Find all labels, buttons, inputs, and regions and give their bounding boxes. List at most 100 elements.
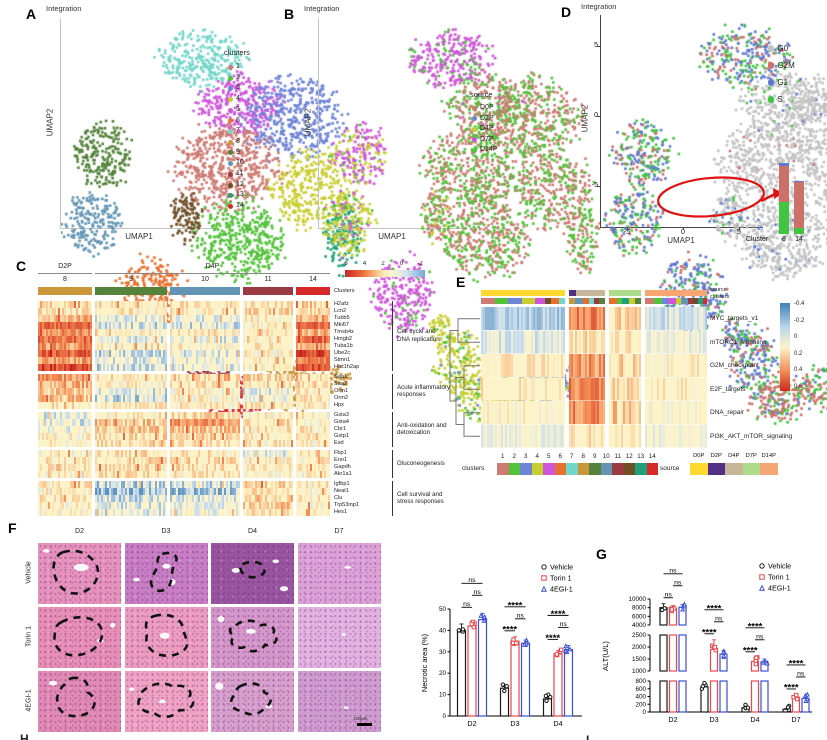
svg-text:200: 200 <box>635 701 646 708</box>
panel-b-xlabel: UMAP1 <box>378 232 406 241</box>
scale-bar-label: 100μm <box>353 716 368 721</box>
svg-text:ns: ns <box>517 612 525 619</box>
inset-bar-label: 8 <box>782 236 786 243</box>
heatmap-c <box>38 287 330 517</box>
d-xtick: 0 <box>681 229 685 236</box>
legend-swatch-icon <box>228 150 233 156</box>
panel-a-title: Integration <box>46 4 82 13</box>
hm-c-group-bracket <box>392 374 393 409</box>
f-row-label-0: Vehicle <box>25 560 33 584</box>
gene-label-Igfbp1: Igfbp1 <box>334 480 350 487</box>
scale-bar <box>356 723 372 726</box>
dendrogram <box>449 318 480 437</box>
e-legend-cluster-swatch <box>646 463 658 475</box>
hm-c-group-label: Gluconeogenesis <box>397 460 445 468</box>
e-legend-source-swatch <box>725 463 743 475</box>
e-colorbar-tick: -0.2 <box>794 317 805 324</box>
histology-overlay <box>125 607 208 668</box>
legend-swatch-icon <box>228 171 233 177</box>
svg-text:8000: 8000 <box>632 605 647 612</box>
panel-d-label: D <box>561 4 572 20</box>
d-xtick-mark <box>683 227 684 230</box>
svg-text:0: 0 <box>442 713 446 720</box>
legend-label: 10 <box>236 159 244 167</box>
arrow-icon <box>760 188 783 203</box>
legend-label: 11 <box>236 170 244 178</box>
e-row-label-0: MYC_targets_v1 <box>710 315 759 322</box>
e-ann-source-label: source <box>710 287 727 293</box>
legend-swatch-icon <box>472 116 477 122</box>
hm-c-group-bracket <box>392 481 393 516</box>
legend-item-9: 9 <box>228 148 244 159</box>
legend-item-10: 10 <box>228 158 244 169</box>
hm-c-group-label: Cell cycle and DNA replication <box>397 328 440 343</box>
legend-label: D2P <box>480 114 494 122</box>
e-legend-cluster-swatch <box>497 463 509 475</box>
e-legend-source-name: D4P <box>728 453 740 459</box>
histology-overlay <box>132 543 208 604</box>
heatmap-e <box>481 290 707 448</box>
legend-swatch-icon <box>228 182 233 188</box>
gene-label-Tubb5: Tubb5 <box>334 314 350 321</box>
inset-bar-segment-S <box>779 202 789 234</box>
svg-text:1000: 1000 <box>632 668 647 675</box>
inset-bar-segment-G1 <box>779 163 789 166</box>
legend-label: D14P <box>480 146 498 153</box>
svg-text:4000: 4000 <box>632 622 647 629</box>
svg-text:Vehicle: Vehicle <box>550 563 573 572</box>
hm-c-group-label: Cell survival and stress responses <box>397 490 444 506</box>
legend-item-G0: G0 <box>768 40 795 57</box>
legend-swatch-icon <box>472 137 477 143</box>
e-row-label-3: E2F_targets <box>710 385 746 393</box>
e-legend-clusters-word: clusters <box>462 465 485 472</box>
svg-text:****: **** <box>784 682 799 693</box>
histology-image <box>124 671 208 732</box>
legend-swatch-icon <box>228 75 233 81</box>
heatmap-c-clusters-row-label: Clusters <box>334 288 355 294</box>
histology-overlay <box>343 566 351 569</box>
histology-overlay <box>38 607 116 668</box>
svg-text:50: 50 <box>439 606 447 613</box>
tissue-texture <box>211 607 294 668</box>
gene-label-Saa2: Saa2 <box>334 380 348 387</box>
histology-image <box>211 671 294 732</box>
svg-text:D3: D3 <box>510 719 519 728</box>
hm-c-group-bracket <box>392 412 393 447</box>
legend-label: 6 <box>236 116 240 124</box>
gene-label-Stmn1: Stmn1 <box>334 356 351 363</box>
d-xtick-mark <box>627 227 628 230</box>
tissue-texture <box>297 543 381 604</box>
svg-text:****: **** <box>551 609 566 620</box>
f-col-header-D2: D2 <box>75 528 84 535</box>
legend-item-D0P: D0P <box>472 103 498 114</box>
hm-c-cluster-number: 11 <box>264 276 272 283</box>
heatmap-e-colorbar <box>780 303 790 391</box>
hm-c-cluster-number: 10 <box>201 276 209 283</box>
gene-label-Tuba1b: Tuba1b <box>334 342 353 349</box>
inset-bar-segment-G1 <box>794 181 804 183</box>
svg-text:1500: 1500 <box>632 656 647 663</box>
svg-text:ns: ns <box>665 591 673 598</box>
e-legend-cluster-number: 13 <box>637 453 645 460</box>
hm-c-group-bracket <box>392 450 393 478</box>
svg-text:6000: 6000 <box>632 613 647 620</box>
legend-label: 12 <box>236 180 244 188</box>
svg-text:D2: D2 <box>668 715 677 724</box>
legend-label: D4P <box>480 125 494 132</box>
e-row-label-2: G2M_checkpoint <box>710 362 759 369</box>
gene-label-Gstp1: Gstp1 <box>334 432 349 439</box>
panel-d-xlabel: UMAP1 <box>667 236 695 245</box>
e-legend-cluster-number: 6 <box>558 453 562 460</box>
e-legend-cluster-swatch <box>600 463 612 475</box>
legend-label: 14 <box>236 202 244 210</box>
svg-text:ns: ns <box>797 670 805 677</box>
panel-a-ylabel: UMAP2 <box>45 108 55 137</box>
legend-item-2: 2 <box>228 73 244 84</box>
svg-text:2500: 2500 <box>632 632 647 639</box>
hm-c-cluster-number: 14 <box>309 276 317 283</box>
cropped-panel-label-left: H <box>20 734 29 740</box>
svg-text:****: **** <box>748 621 763 632</box>
panel-a-legend-title: clusters <box>224 48 250 57</box>
